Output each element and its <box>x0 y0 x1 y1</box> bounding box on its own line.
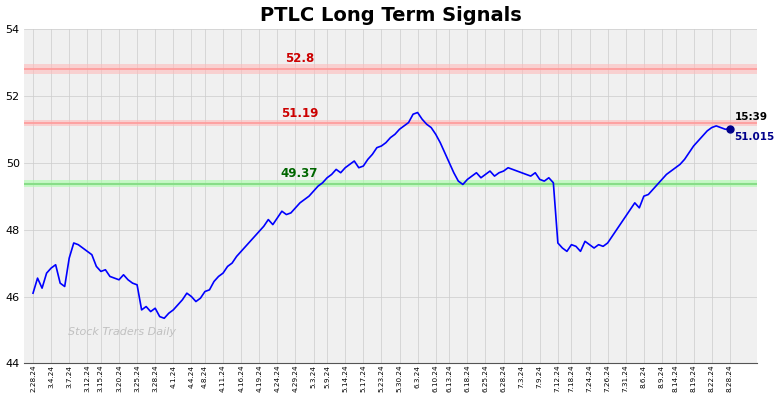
Text: 49.37: 49.37 <box>281 168 318 180</box>
Text: Stock Traders Daily: Stock Traders Daily <box>68 327 176 337</box>
Bar <box>24 64 757 74</box>
Bar <box>24 119 757 126</box>
Bar <box>24 180 757 187</box>
Title: PTLC Long Term Signals: PTLC Long Term Signals <box>260 6 521 25</box>
Text: 52.8: 52.8 <box>285 52 314 65</box>
Text: 51.015: 51.015 <box>735 132 775 142</box>
Text: 51.19: 51.19 <box>281 107 318 119</box>
Text: 15:39: 15:39 <box>735 112 768 122</box>
